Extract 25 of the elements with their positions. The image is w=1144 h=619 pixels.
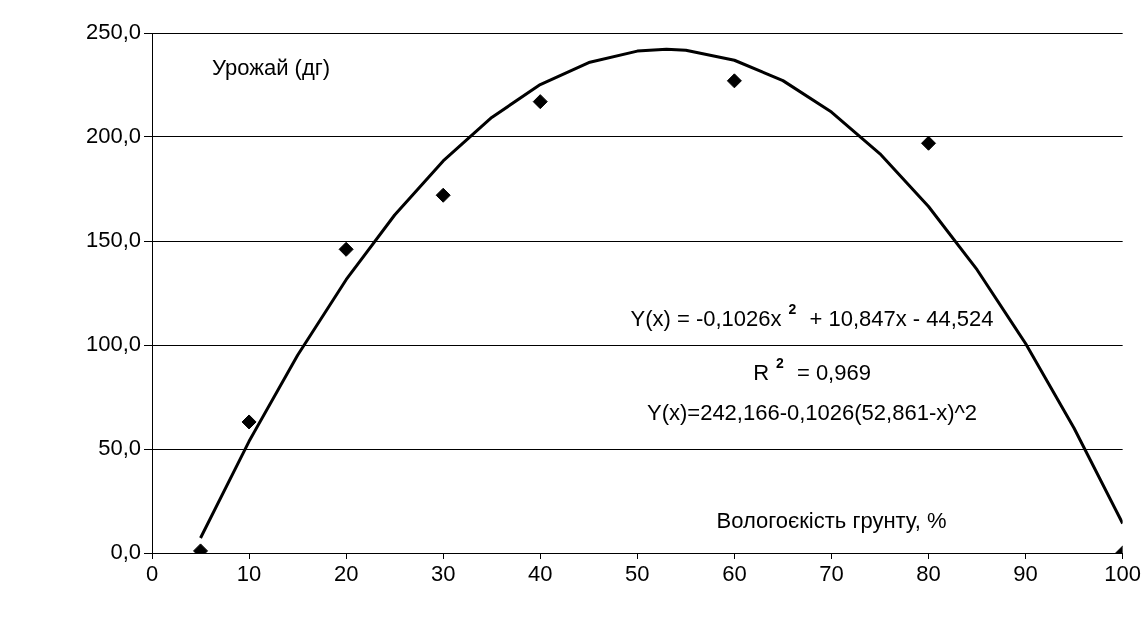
x-tick-label: 90 xyxy=(1013,561,1038,587)
x-tick-label: 80 xyxy=(916,561,941,587)
x-tick-label: 100 xyxy=(1104,561,1142,587)
x-axis-title: Вологоєкість грунту, % xyxy=(716,508,947,533)
point xyxy=(435,187,451,203)
y-axis-title: Урожай (дг) xyxy=(212,55,331,80)
y-tick-label: 0,0 xyxy=(110,539,141,565)
y-tick-label: 50,0 xyxy=(98,435,141,461)
x-tick-label: 0 xyxy=(145,561,159,587)
point xyxy=(921,135,937,151)
x-tick-label: 50 xyxy=(625,561,650,587)
x-tick-label: 70 xyxy=(819,561,844,587)
x-tick-label: 60 xyxy=(722,561,747,587)
y-tick-label: 200,0 xyxy=(85,123,141,149)
x-tick-label: 30 xyxy=(430,561,456,587)
x-tick-label: 10 xyxy=(236,561,262,587)
x-tick-label: 40 xyxy=(528,561,553,587)
y-tick-label: 100,0 xyxy=(85,331,141,357)
x-tick-label: 20 xyxy=(333,561,359,587)
y-tick-label: 150,0 xyxy=(85,227,141,253)
point xyxy=(532,94,548,110)
point xyxy=(338,241,354,257)
annotation: Y(x)=242,166-0,1026(52,861-x)^2 xyxy=(646,399,978,425)
y-tick-label: 250,0 xyxy=(85,19,141,45)
point xyxy=(726,73,742,89)
